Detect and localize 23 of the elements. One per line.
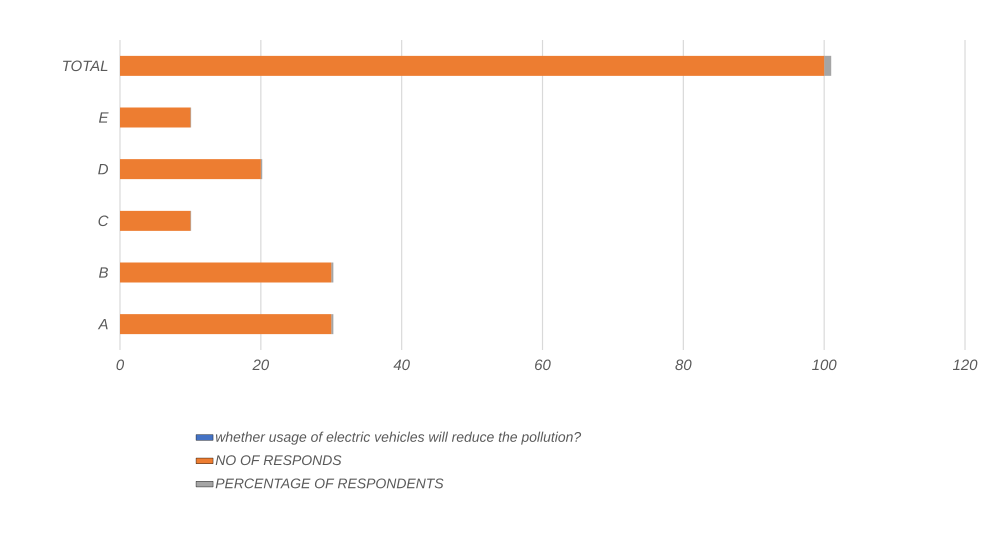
x-tick-label: 100 bbox=[812, 360, 837, 370]
bar bbox=[120, 210, 190, 231]
y-tick-label: A bbox=[98, 319, 108, 330]
y-tick-label: E bbox=[98, 112, 109, 123]
x-tick-label: 0 bbox=[116, 360, 124, 370]
x-tick-label: 120 bbox=[952, 360, 978, 370]
y-tick-label: D bbox=[98, 164, 108, 174]
x-tick-label: 60 bbox=[535, 360, 551, 370]
x-tick-label: 40 bbox=[393, 360, 410, 370]
bar bbox=[120, 108, 190, 128]
y-tick-label: TOTAL bbox=[63, 60, 108, 72]
legend-label: PERCENTAGE OF RESPONDENTS bbox=[216, 478, 444, 488]
bar bbox=[824, 56, 832, 76]
y-tick-label: C bbox=[98, 216, 109, 226]
bar bbox=[120, 56, 824, 76]
bar bbox=[120, 159, 261, 180]
legend-label: NO OF RESPONDS bbox=[216, 455, 342, 466]
y-tick-label: B bbox=[98, 267, 108, 278]
bar bbox=[120, 314, 332, 334]
bar bbox=[120, 262, 332, 282]
x-tick-label: 20 bbox=[252, 360, 270, 370]
x-tick-label: 80 bbox=[675, 360, 692, 370]
legend-label: whether usage of electric vehicles will reduce the pollution? bbox=[216, 432, 582, 445]
